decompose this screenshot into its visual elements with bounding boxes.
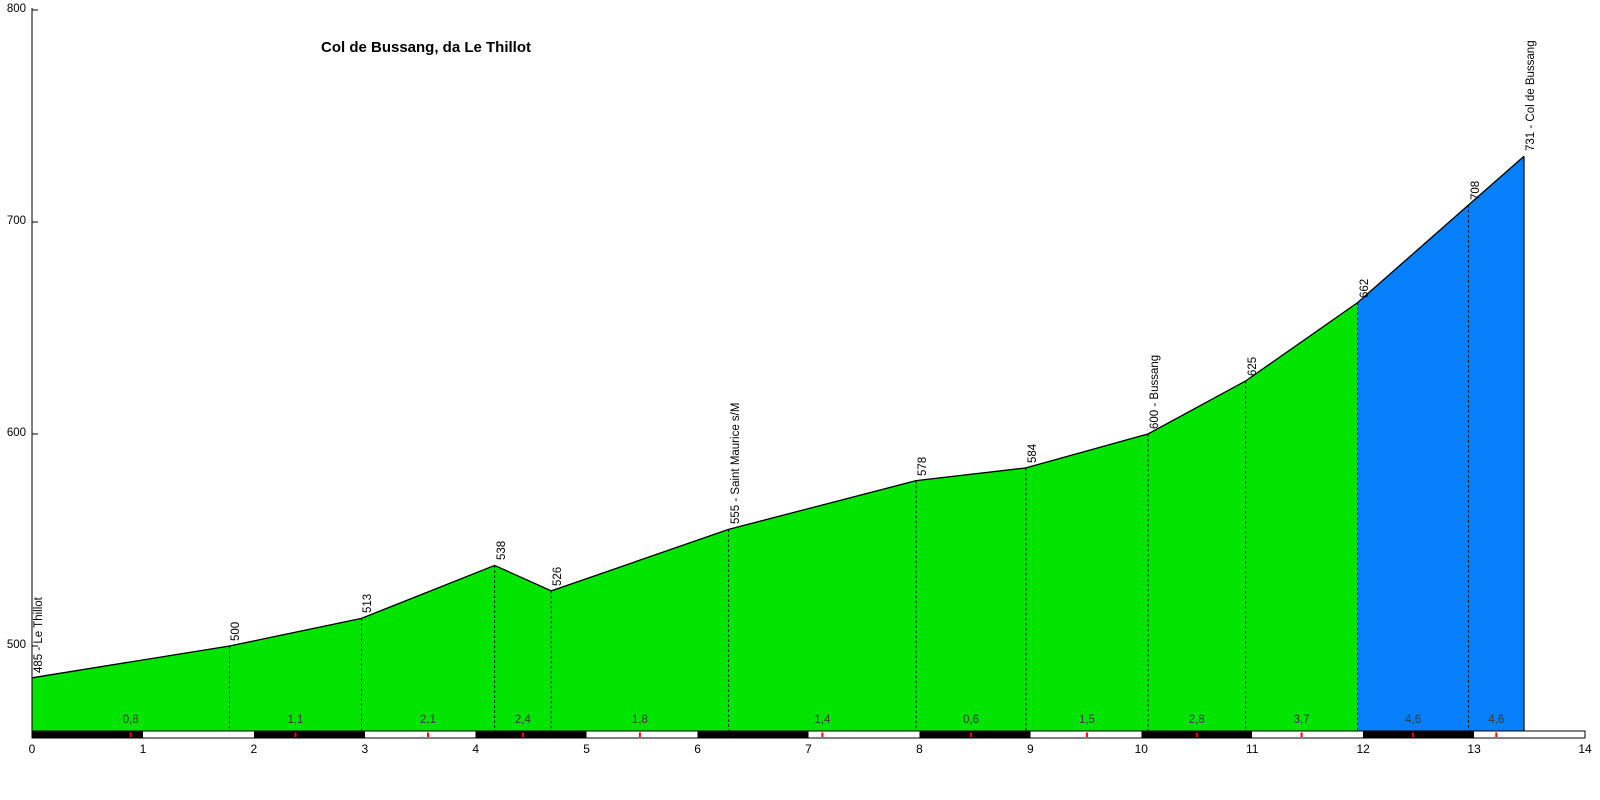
gradient-label: 2,4	[514, 714, 531, 726]
x-axis-km-label: 6	[694, 742, 701, 756]
elevation-label: 526	[552, 566, 565, 586]
x-axis-km-label: 1	[139, 742, 147, 756]
km-bar-black-segment	[32, 731, 143, 738]
x-axis-km-label: 13	[1467, 742, 1481, 756]
gradient-center-tick	[638, 732, 641, 737]
x-axis-km-label: 11	[1245, 742, 1259, 756]
gradient-center-tick	[821, 732, 824, 737]
gradient-center-tick	[427, 732, 429, 737]
km-bar-black-segment	[1363, 731, 1475, 738]
x-axis-km-label: 9	[1027, 742, 1034, 756]
gradient-center-tick	[129, 732, 132, 737]
km-bar-black-segment	[253, 731, 365, 738]
gradient-center-tick	[1085, 732, 1088, 737]
gradient-label: 2,1	[420, 714, 437, 726]
elevation-label: 578	[917, 456, 930, 476]
gradient-label: 1,4	[814, 714, 831, 726]
elevation-label: 708	[1469, 180, 1482, 201]
elevation-label: 555 - Saint Maurice s/M	[729, 402, 742, 525]
x-axis-km-label: 14	[1578, 742, 1592, 756]
gradient-center-tick	[294, 732, 297, 737]
y-axis-elevation-label: 600	[6, 427, 26, 439]
elevation-label: 500	[230, 621, 243, 641]
gradient-label: 3,7	[1293, 714, 1310, 726]
x-axis-km-label: 2	[250, 742, 258, 756]
gradient-center-tick	[1412, 732, 1415, 737]
elevation-label: 600 - Bussang	[1148, 354, 1161, 429]
gradient-label: 0,8	[122, 714, 139, 726]
elevation-label: 485 - Le Thillot	[33, 596, 45, 673]
x-axis-km-label: 5	[583, 742, 590, 756]
gradient-label: 4,6	[1488, 714, 1505, 726]
elevation-label: 731 - Col de Bussang	[1525, 40, 1537, 152]
elevation-label: 625	[1246, 356, 1259, 376]
x-axis-km-label: 12	[1356, 742, 1370, 756]
chart-title: Col de Bussang, da Le Thillot	[320, 39, 532, 56]
km-bar-black-segment	[919, 731, 1031, 738]
elevation-label: 538	[495, 541, 508, 561]
gradient-center-tick	[1195, 732, 1198, 737]
gradient-center-tick	[1300, 732, 1303, 737]
gradient-label: 0,6	[963, 714, 980, 726]
x-axis-km-label: 8	[916, 742, 923, 756]
gradient-label: 2,8	[1188, 714, 1205, 726]
elevation-label: 662	[1358, 278, 1371, 298]
gradient-label: 1,8	[631, 714, 648, 726]
y-axis-elevation-label: 800	[6, 3, 26, 15]
profile-outline	[31, 155, 1525, 679]
gradient-label: 1,1	[287, 714, 304, 726]
elevation-label: 584	[1026, 443, 1039, 463]
gradient-label: 1,5	[1078, 714, 1095, 726]
elevation-label: 513	[362, 594, 375, 614]
km-bar-black-segment	[697, 731, 809, 738]
x-axis-km-label: 10	[1134, 742, 1148, 756]
gradient-center-tick	[1495, 732, 1498, 737]
gradient-center-tick	[970, 732, 972, 737]
gradient-center-tick	[521, 732, 524, 737]
x-axis-km-label: 4	[472, 742, 480, 756]
km-bar-black-segment	[475, 731, 587, 738]
profile-area-blue	[1357, 156, 1524, 732]
x-axis-km-label: 0	[28, 742, 36, 756]
y-axis-elevation-label: 500	[6, 639, 26, 651]
x-axis-km-label: 3	[361, 742, 369, 756]
y-axis-elevation-label: 700	[6, 215, 26, 227]
gradient-label: 4,6	[1405, 714, 1422, 726]
x-axis-km-label: 7	[805, 742, 812, 756]
